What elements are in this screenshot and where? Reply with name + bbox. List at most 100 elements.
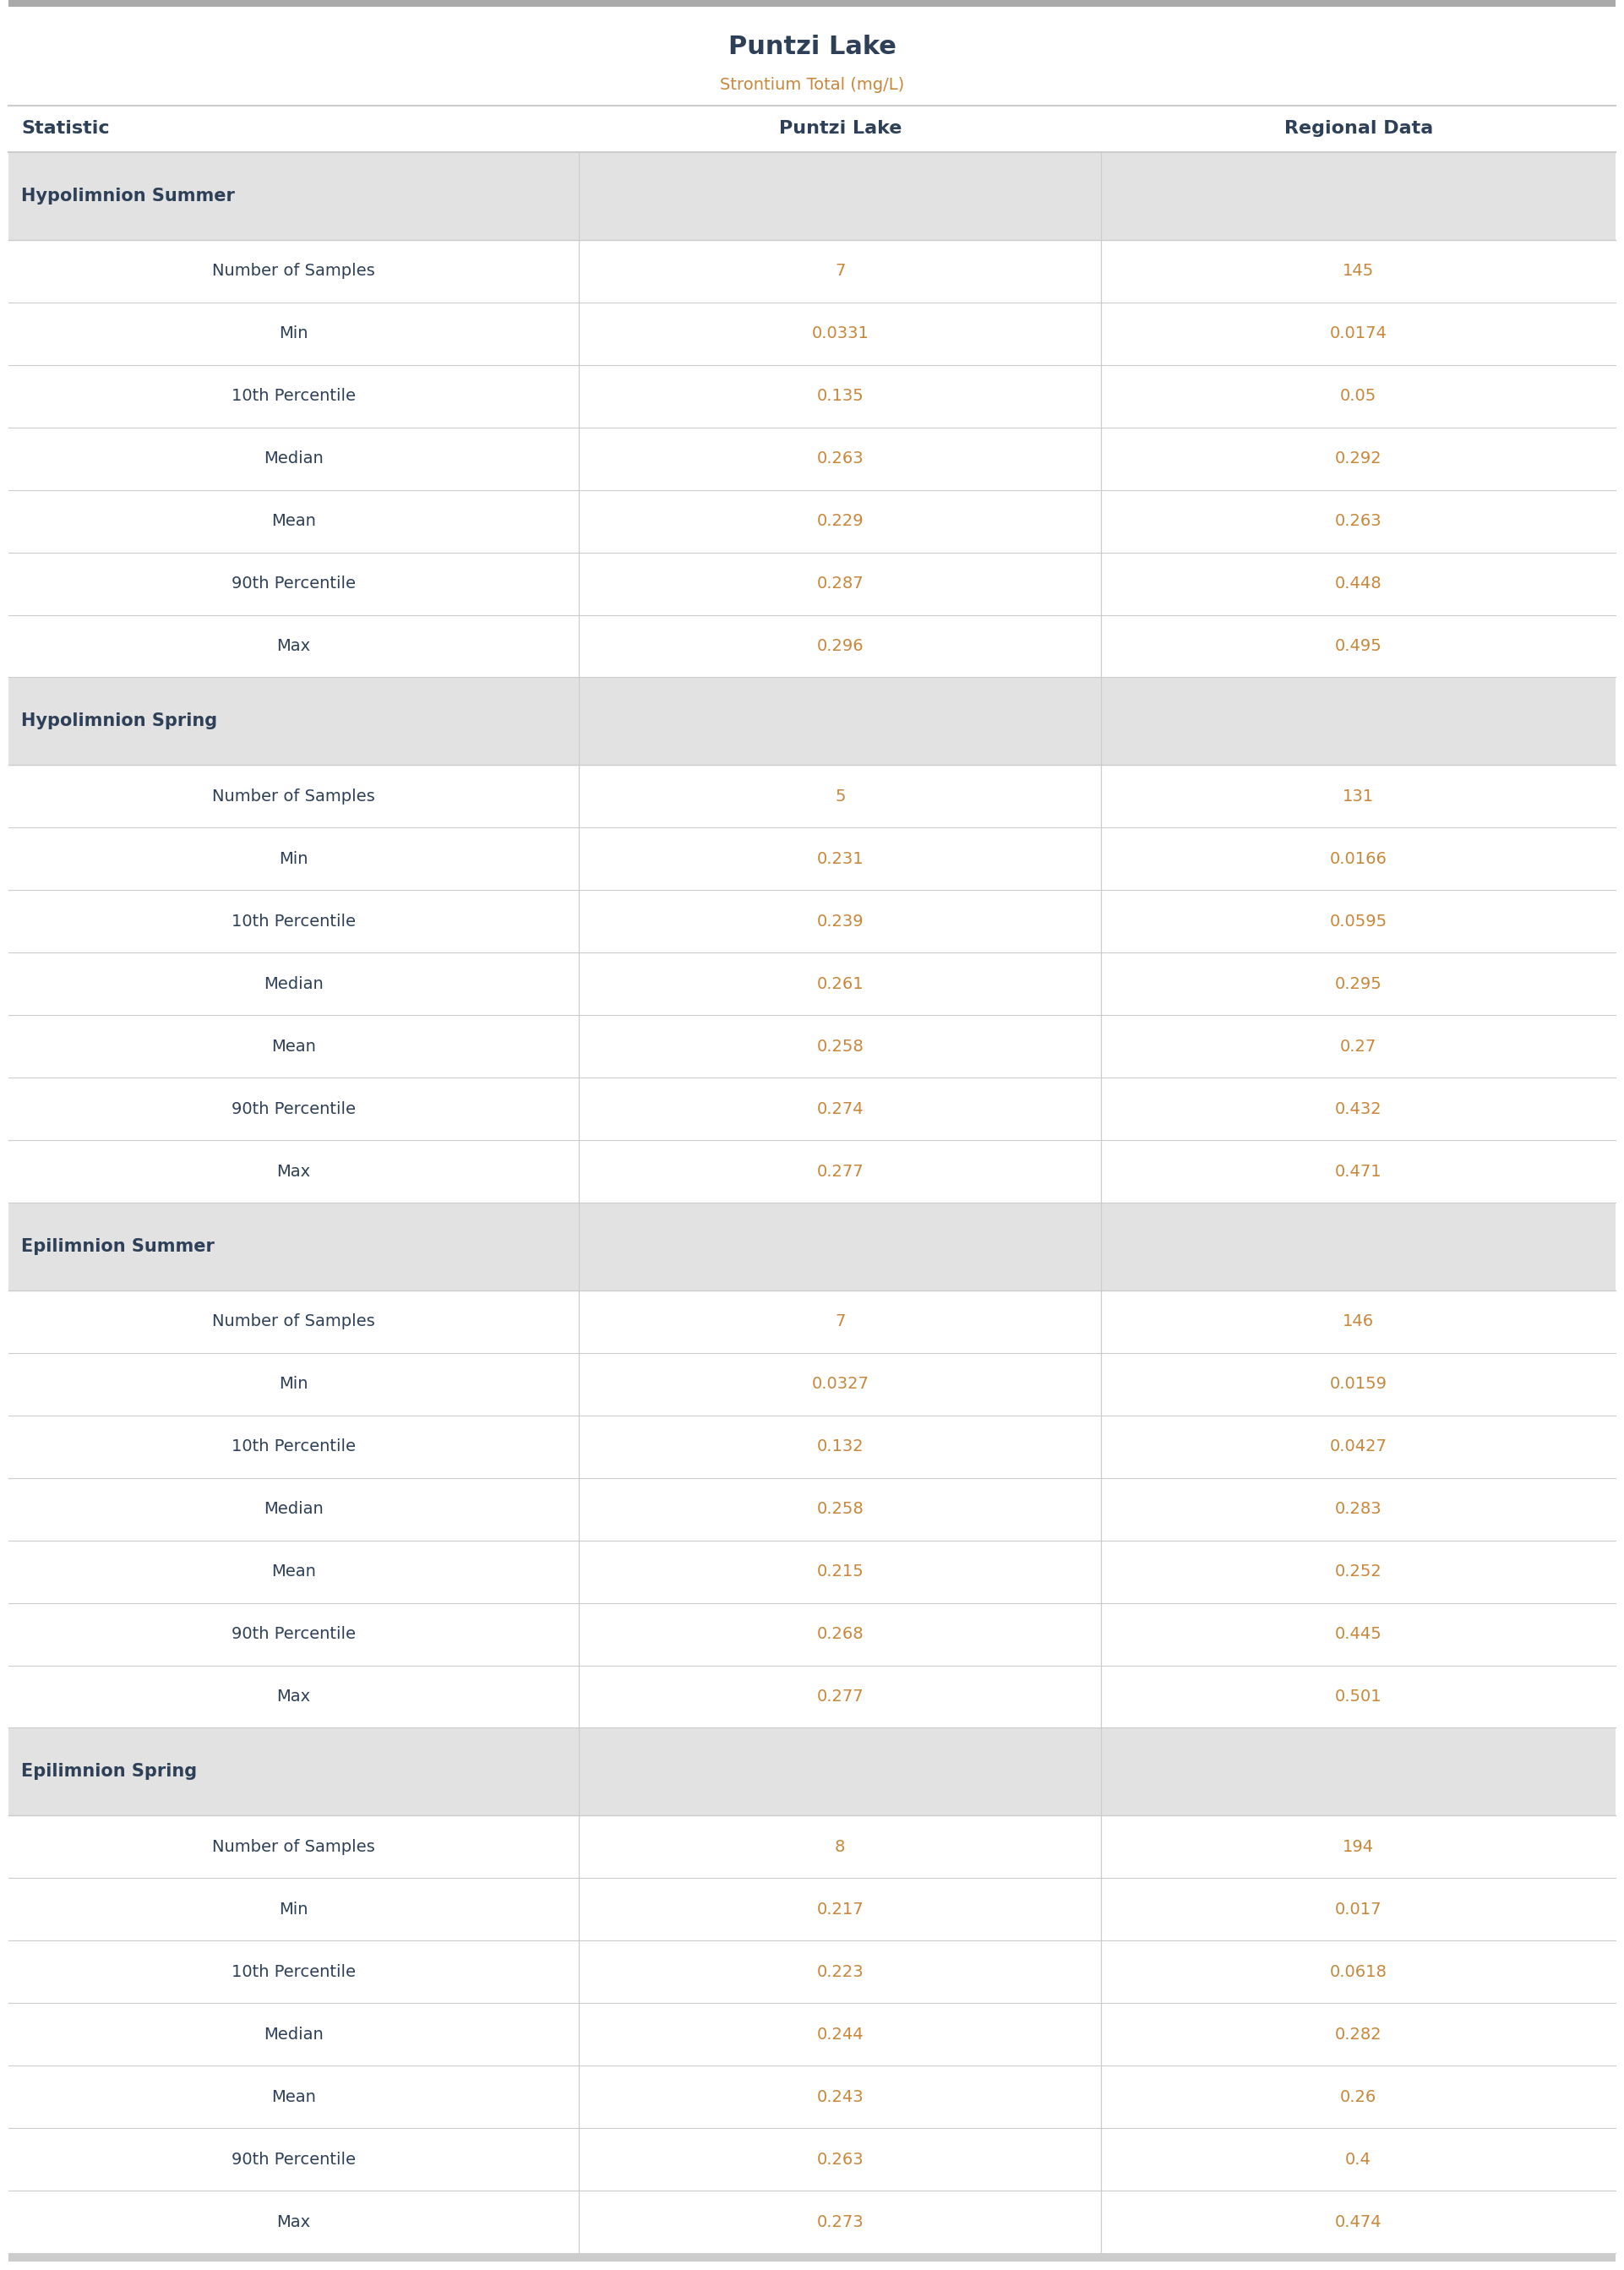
Text: 0.296: 0.296 [817, 638, 864, 654]
Text: 0.229: 0.229 [817, 513, 864, 529]
Text: 10th Percentile: 10th Percentile [232, 1439, 356, 1455]
Text: 10th Percentile: 10th Percentile [232, 388, 356, 404]
Text: Puntzi Lake: Puntzi Lake [728, 34, 896, 59]
Bar [8, 2127, 1616, 2191]
Text: 0.0327: 0.0327 [812, 1376, 869, 1392]
Text: 0.432: 0.432 [1335, 1101, 1382, 1117]
Bar [8, 1203, 1616, 1289]
Text: 0.26: 0.26 [1340, 2088, 1377, 2104]
Text: 0.0174: 0.0174 [1330, 325, 1387, 340]
Text: 0.0166: 0.0166 [1330, 851, 1387, 867]
Text: 0.0159: 0.0159 [1330, 1376, 1387, 1392]
Text: 90th Percentile: 90th Percentile [232, 1101, 356, 1117]
Bar [8, 1140, 1616, 1203]
Text: 131: 131 [1343, 788, 1374, 804]
Bar [8, 765, 1616, 829]
Bar [8, 152, 1616, 241]
Text: 0.295: 0.295 [1335, 976, 1382, 992]
Bar [8, 953, 1616, 1015]
Bar [8, 1666, 1616, 1727]
Text: 0.0331: 0.0331 [812, 325, 869, 340]
Text: 0.474: 0.474 [1335, 2213, 1382, 2229]
Text: 0.282: 0.282 [1335, 2027, 1382, 2043]
Text: Number of Samples: Number of Samples [213, 788, 375, 804]
Text: Max: Max [276, 1162, 310, 1180]
Bar [8, 1603, 1616, 1666]
Text: 0.223: 0.223 [817, 1964, 864, 1979]
Bar [8, 427, 1616, 490]
Text: 0.0427: 0.0427 [1330, 1439, 1387, 1455]
Text: Epilimnion Spring: Epilimnion Spring [21, 1764, 197, 1780]
Text: Regional Data: Regional Data [1285, 120, 1432, 136]
Text: Mean: Mean [271, 1564, 317, 1580]
Text: Hypolimnion Summer: Hypolimnion Summer [21, 188, 235, 204]
Text: 7: 7 [835, 263, 846, 279]
Text: Mean: Mean [271, 513, 317, 529]
Text: 0.4: 0.4 [1345, 2152, 1371, 2168]
Text: Median: Median [263, 1500, 323, 1516]
Bar [8, 676, 1616, 765]
Text: 0.277: 0.277 [817, 1689, 864, 1705]
Text: Median: Median [263, 449, 323, 468]
Text: Strontium Total (mg/L): Strontium Total (mg/L) [719, 77, 905, 93]
Text: Mean: Mean [271, 2088, 317, 2104]
Bar [8, 1414, 1616, 1478]
Text: 0.292: 0.292 [1335, 449, 1382, 468]
Bar [8, 1353, 1616, 1414]
Bar [8, 1877, 1616, 1941]
Bar [8, 490, 1616, 552]
Bar [8, 2254, 1616, 2261]
Text: 0.263: 0.263 [817, 449, 864, 468]
Bar [8, 241, 1616, 302]
Text: 0.263: 0.263 [817, 2152, 864, 2168]
Text: 0.239: 0.239 [817, 913, 864, 928]
Text: 0.261: 0.261 [817, 976, 864, 992]
Text: 0.277: 0.277 [817, 1162, 864, 1180]
Text: 0.268: 0.268 [817, 1625, 864, 1641]
Bar [8, 890, 1616, 953]
Text: 0.263: 0.263 [1335, 513, 1382, 529]
Text: Statistic: Statistic [21, 120, 109, 136]
Bar [8, 1478, 1616, 1541]
Bar [8, 0, 1616, 7]
Text: Max: Max [276, 2213, 310, 2229]
Text: Epilimnion Summer: Epilimnion Summer [21, 1237, 214, 1255]
Text: 0.258: 0.258 [817, 1037, 864, 1053]
Bar [8, 302, 1616, 365]
Text: Min: Min [279, 851, 309, 867]
Text: 0.258: 0.258 [817, 1500, 864, 1516]
Text: Hypolimnion Spring: Hypolimnion Spring [21, 713, 218, 729]
Text: 145: 145 [1343, 263, 1374, 279]
Bar [8, 1816, 1616, 1877]
Text: 0.243: 0.243 [817, 2088, 864, 2104]
Bar [8, 1727, 1616, 1816]
Text: 0.0618: 0.0618 [1330, 1964, 1387, 1979]
Bar [8, 1541, 1616, 1603]
Text: 0.445: 0.445 [1335, 1625, 1382, 1641]
Bar [8, 2191, 1616, 2254]
Text: 90th Percentile: 90th Percentile [232, 2152, 356, 2168]
Bar [8, 1078, 1616, 1140]
Text: 0.252: 0.252 [1335, 1564, 1382, 1580]
Text: 0.495: 0.495 [1335, 638, 1382, 654]
Text: 5: 5 [835, 788, 846, 804]
Text: Min: Min [279, 325, 309, 340]
Text: 10th Percentile: 10th Percentile [232, 913, 356, 928]
Text: 0.471: 0.471 [1335, 1162, 1382, 1180]
Text: 0.231: 0.231 [817, 851, 864, 867]
Text: 0.27: 0.27 [1340, 1037, 1377, 1053]
Text: Min: Min [279, 1376, 309, 1392]
Text: 7: 7 [835, 1314, 846, 1330]
Text: 0.217: 0.217 [817, 1902, 864, 1918]
Text: 146: 146 [1343, 1314, 1374, 1330]
Text: 10th Percentile: 10th Percentile [232, 1964, 356, 1979]
Text: Max: Max [276, 1689, 310, 1705]
Text: 0.273: 0.273 [817, 2213, 864, 2229]
Text: Number of Samples: Number of Samples [213, 1314, 375, 1330]
Text: 8: 8 [835, 1839, 846, 1855]
Text: Number of Samples: Number of Samples [213, 263, 375, 279]
Text: Median: Median [263, 976, 323, 992]
Bar [8, 1289, 1616, 1353]
Text: Number of Samples: Number of Samples [213, 1839, 375, 1855]
Text: 0.05: 0.05 [1340, 388, 1377, 404]
